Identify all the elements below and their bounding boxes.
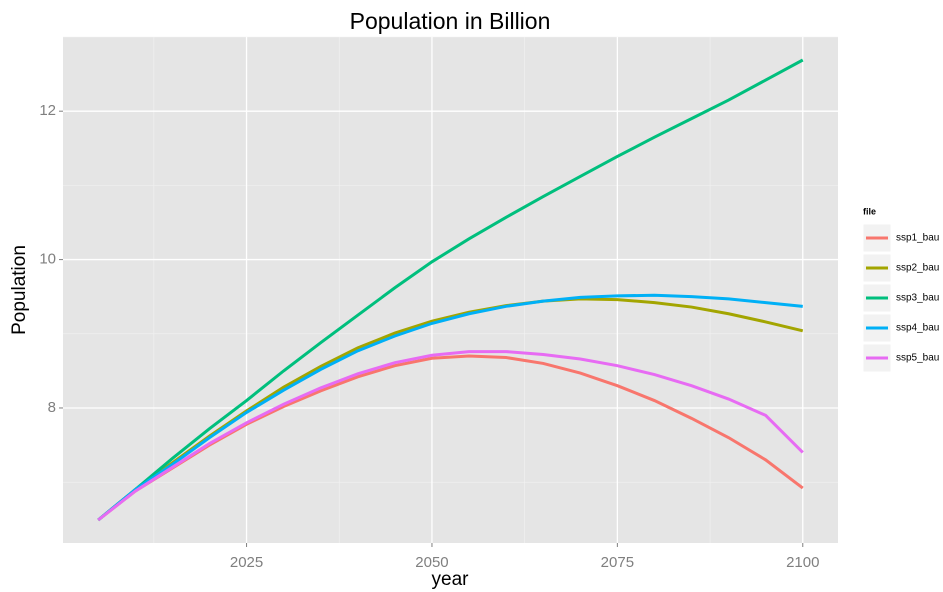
legend-label: ssp3_bau bbox=[896, 293, 939, 304]
x-tick-label: 2075 bbox=[601, 554, 634, 571]
y-tick-label: 10 bbox=[39, 251, 56, 268]
line bbox=[97, 58, 804, 522]
x-axis-label: year bbox=[432, 569, 470, 590]
y-tick-label: 8 bbox=[48, 399, 56, 416]
legend-label: ssp2_bau bbox=[896, 263, 939, 274]
legend-label: ssp1_bau bbox=[896, 233, 939, 244]
plot-panel bbox=[63, 37, 838, 543]
legend-title: file bbox=[863, 206, 876, 216]
x-tick-label: 2050 bbox=[415, 554, 448, 571]
line bbox=[97, 350, 804, 522]
legend-label: ssp4_bau bbox=[896, 323, 939, 334]
y-tick-label: 12 bbox=[39, 102, 56, 119]
line bbox=[97, 293, 803, 522]
chart-title: Population in Billion bbox=[350, 8, 551, 34]
legend-label: ssp5_bau bbox=[896, 353, 939, 364]
y-axis-label: Population bbox=[9, 245, 30, 335]
x-tick-label: 2025 bbox=[230, 554, 263, 571]
x-tick-label: 2100 bbox=[786, 554, 819, 571]
